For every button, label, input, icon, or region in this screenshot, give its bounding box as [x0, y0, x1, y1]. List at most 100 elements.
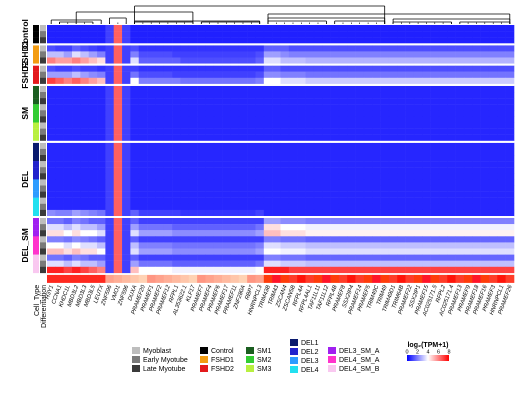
bottom-expression-bar — [372, 274, 381, 283]
heatmap-cell — [130, 71, 140, 78]
heatmap-cell — [397, 230, 406, 237]
heatmap-cell — [505, 179, 515, 186]
heatmap-cell — [230, 218, 240, 225]
heatmap-cell — [388, 148, 398, 156]
heatmap-cell — [230, 167, 240, 174]
heatmap-cell — [380, 37, 390, 44]
heatmap-cell — [130, 98, 140, 105]
heatmap-cell — [72, 185, 81, 192]
heatmap-cell — [330, 230, 340, 237]
heatmap-cell — [405, 51, 415, 58]
heatmap-cell — [113, 209, 123, 217]
heatmap-cell — [272, 37, 281, 44]
differentiation-annotation — [40, 77, 46, 85]
heatmap-cell — [122, 173, 131, 180]
heatmap-cell — [172, 161, 181, 168]
heatmap-cell — [297, 155, 306, 162]
heatmap-cell — [388, 45, 398, 52]
heatmap-cell — [230, 224, 240, 231]
heatmap-cell — [47, 104, 56, 111]
heatmap-cell — [222, 167, 231, 174]
heatmap-cell — [55, 122, 64, 129]
heatmap-cell — [488, 218, 498, 225]
heatmap-cell — [472, 209, 481, 217]
heatmap-cell — [63, 203, 73, 211]
heatmap-cell — [338, 65, 348, 72]
heatmap-cell — [105, 134, 115, 141]
heatmap-cell — [155, 203, 165, 211]
heatmap-cell — [405, 248, 415, 255]
heatmap-cell — [388, 71, 398, 78]
cell-type-annotation — [33, 197, 39, 204]
heatmap-cell — [430, 224, 440, 231]
heatmap-cell — [388, 128, 398, 135]
heatmap-cell — [72, 77, 81, 85]
heatmap-cell — [405, 266, 415, 274]
heatmap-cell — [305, 148, 315, 156]
heatmap-cell — [280, 191, 290, 198]
heatmap-cell — [130, 236, 140, 243]
heatmap-cell — [222, 242, 231, 249]
heatmap-cell — [322, 218, 331, 225]
heatmap-cell — [447, 37, 456, 44]
heatmap-cell — [372, 230, 381, 237]
heatmap-cell — [488, 92, 498, 99]
heatmap-cell — [380, 161, 390, 168]
heatmap-cell — [338, 45, 348, 52]
heatmap-cell — [80, 197, 89, 204]
heatmap-cell — [238, 266, 248, 274]
heatmap-cell — [347, 128, 356, 135]
heatmap-cell — [480, 104, 490, 111]
heatmap-cell — [205, 57, 215, 64]
heatmap-cell — [80, 37, 89, 44]
heatmap-cell — [213, 230, 223, 237]
heatmap-cell — [163, 25, 173, 32]
heatmap-cell — [247, 65, 256, 72]
heatmap-cell — [155, 173, 165, 180]
heatmap-cell — [322, 65, 331, 72]
bottom-expression-bar — [505, 274, 515, 283]
heatmap-cell — [255, 77, 265, 85]
heatmap-cell — [330, 25, 340, 32]
heatmap-cell — [413, 230, 423, 237]
differentiation-annotation — [40, 203, 46, 211]
heatmap-cell — [472, 218, 481, 225]
heatmap-cell — [47, 173, 56, 180]
heatmap-cell — [313, 167, 323, 174]
heatmap-cell — [288, 128, 298, 135]
group-separator — [33, 140, 514, 143]
heatmap-cell — [372, 173, 381, 180]
heatmap-cell — [480, 142, 490, 150]
heatmap-cell — [80, 85, 89, 93]
heatmap-cell — [213, 122, 223, 129]
heatmap-cell — [372, 242, 381, 249]
heatmap-cell — [488, 116, 498, 123]
heatmap-cell — [238, 25, 248, 32]
heatmap-cell — [505, 104, 515, 111]
heatmap-cell — [172, 218, 181, 225]
heatmap-cell — [263, 185, 273, 192]
heatmap-cell — [238, 110, 248, 117]
heatmap-cell — [322, 260, 331, 267]
group-separator — [33, 216, 514, 218]
heatmap-cell — [505, 65, 515, 72]
heatmap-cell — [238, 31, 248, 38]
heatmap-cell — [313, 77, 323, 85]
heatmap-cell — [130, 122, 140, 129]
heatmap-cell — [372, 128, 381, 135]
heatmap-cell — [247, 85, 256, 93]
heatmap-cell — [113, 98, 123, 105]
heatmap-cell — [438, 197, 448, 204]
heatmap-cell — [363, 57, 373, 64]
heatmap-cell — [272, 191, 281, 198]
heatmap-cell — [322, 92, 331, 99]
heatmap-cell — [222, 57, 231, 64]
heatmap-cell — [213, 236, 223, 243]
heatmap-cell — [488, 161, 498, 168]
heatmap-cell — [55, 218, 64, 225]
heatmap-cell — [330, 236, 340, 243]
heatmap-cell — [322, 254, 331, 261]
heatmap-cell — [130, 224, 140, 231]
heatmap-cell — [197, 236, 206, 243]
heatmap-cell — [113, 51, 123, 58]
